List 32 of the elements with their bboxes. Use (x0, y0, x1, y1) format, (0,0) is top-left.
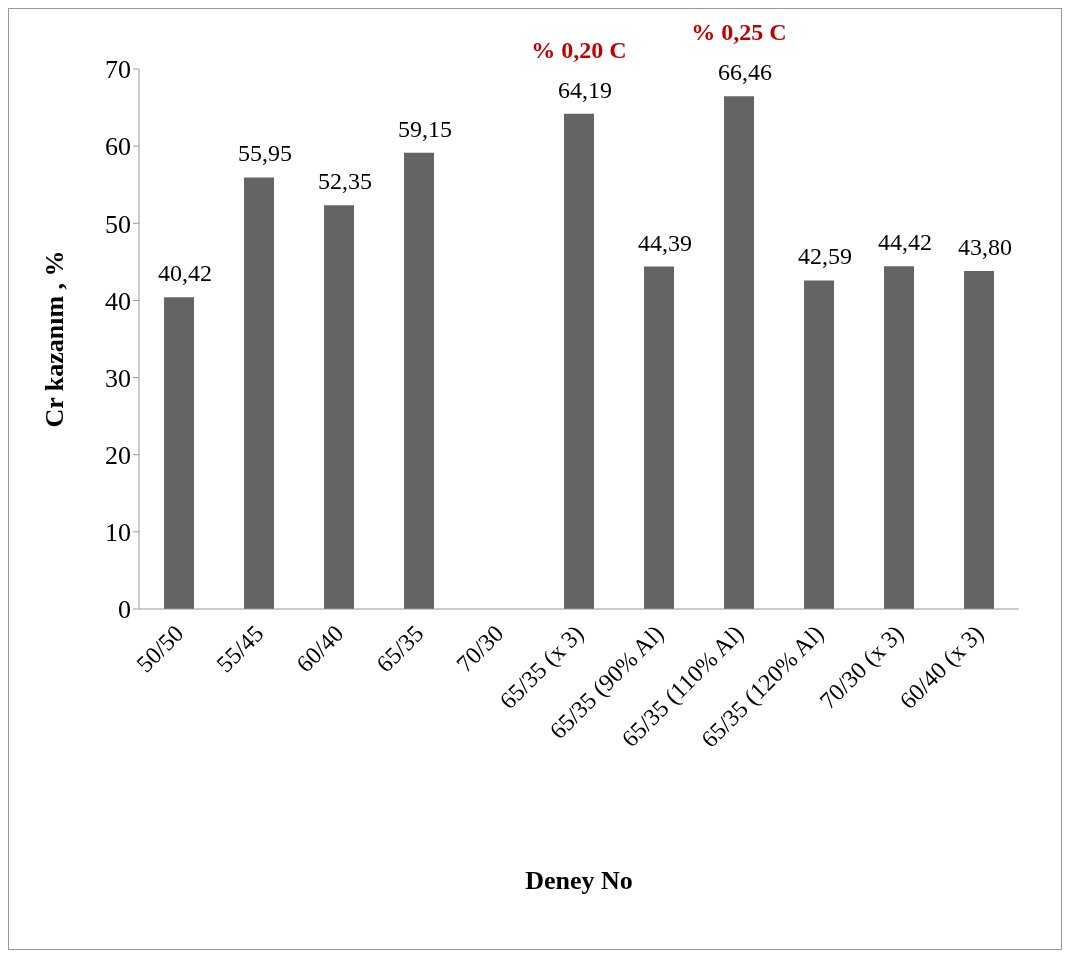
data-label: 40,42 (158, 260, 212, 287)
y-tick-label: 10 (105, 518, 131, 548)
y-tick-label: 70 (105, 55, 131, 85)
data-label: 42,59 (798, 243, 852, 270)
y-tick-label: 50 (105, 209, 131, 239)
bar (324, 205, 354, 609)
bar (884, 266, 914, 609)
annotation: % 0,25 C (691, 19, 787, 46)
annotation: % 0,20 C (531, 36, 627, 63)
bar (404, 152, 434, 609)
data-label: 43,80 (958, 234, 1012, 261)
y-tick-label: 0 (118, 595, 131, 625)
y-tick-label: 30 (105, 363, 131, 393)
data-label: 44,39 (638, 229, 692, 256)
bar (964, 271, 994, 609)
y-tick-label: 60 (105, 132, 131, 162)
data-label: 55,95 (238, 140, 292, 167)
data-label: 64,19 (558, 76, 612, 103)
y-tick-label: 20 (105, 440, 131, 470)
x-axis-title: Deney No (525, 866, 633, 895)
y-axis-title: Cr kazanım , % (40, 250, 70, 428)
data-label: 59,15 (398, 115, 452, 142)
bar (804, 280, 834, 609)
bar (244, 177, 274, 609)
y-tick-label: 40 (105, 286, 131, 316)
data-label: 52,35 (318, 168, 372, 195)
bar (724, 96, 754, 609)
bar (164, 297, 194, 609)
bar (564, 113, 594, 609)
data-label: 66,46 (718, 59, 772, 86)
bar (644, 266, 674, 609)
data-label: 44,42 (878, 229, 932, 256)
